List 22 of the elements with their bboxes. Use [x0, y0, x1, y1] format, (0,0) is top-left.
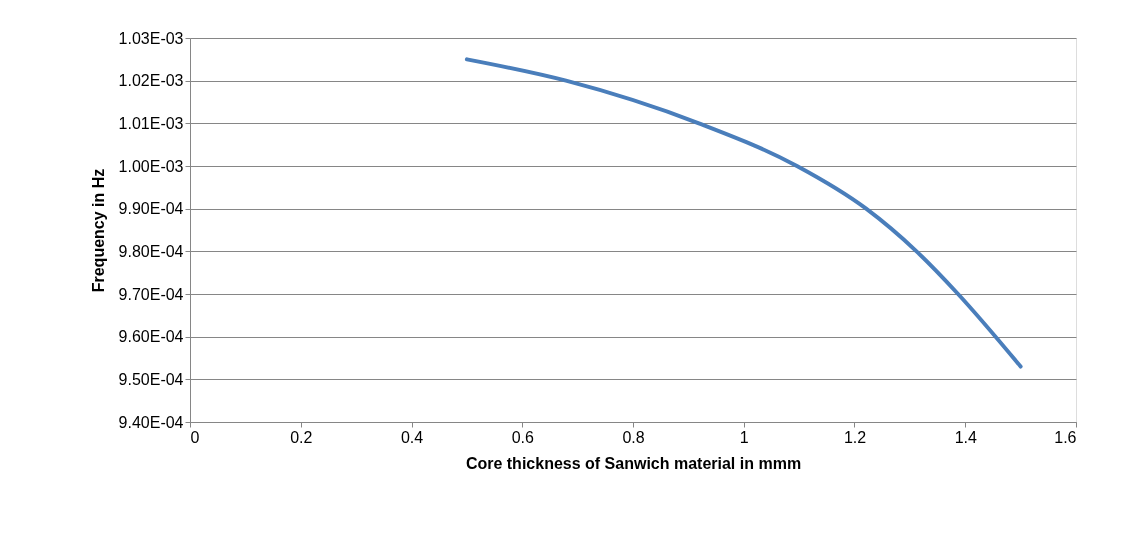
x-tick-label: 0.2 — [290, 428, 313, 446]
line-series — [464, 57, 1023, 369]
y-tick-label: 9.80E-04 — [118, 242, 184, 260]
y-tick-label: 9.50E-04 — [118, 370, 184, 388]
y-tick-label: 1.03E-03 — [118, 29, 184, 47]
y-tick-label: 9.90E-04 — [118, 200, 184, 218]
y-tick-label: 1.01E-03 — [118, 114, 184, 132]
x-tick-label: 1.6 — [1054, 428, 1077, 446]
y-tick-label: 9.60E-04 — [118, 328, 184, 346]
y-axis-title: Frequency in Hz — [89, 168, 107, 293]
x-tick-label: 0.4 — [400, 428, 424, 446]
x-tick-label: 1 — [739, 428, 749, 446]
x-tick-label: 0 — [190, 428, 200, 446]
x-axis-title: Core thickness of Sanwich material in mmm — [465, 454, 802, 472]
x-tick-label: 0.6 — [511, 428, 534, 446]
x-tick-label: 1.2 — [843, 428, 867, 446]
y-tick-label: 1.00E-03 — [118, 157, 184, 175]
y-tick-label: 1.02E-03 — [118, 72, 184, 90]
x-tick-label: 0.8 — [622, 428, 645, 446]
y-tick-label: 9.40E-04 — [118, 413, 184, 431]
y-tick-label: 9.70E-04 — [118, 285, 184, 303]
x-tick-label: 1.4 — [954, 428, 977, 446]
